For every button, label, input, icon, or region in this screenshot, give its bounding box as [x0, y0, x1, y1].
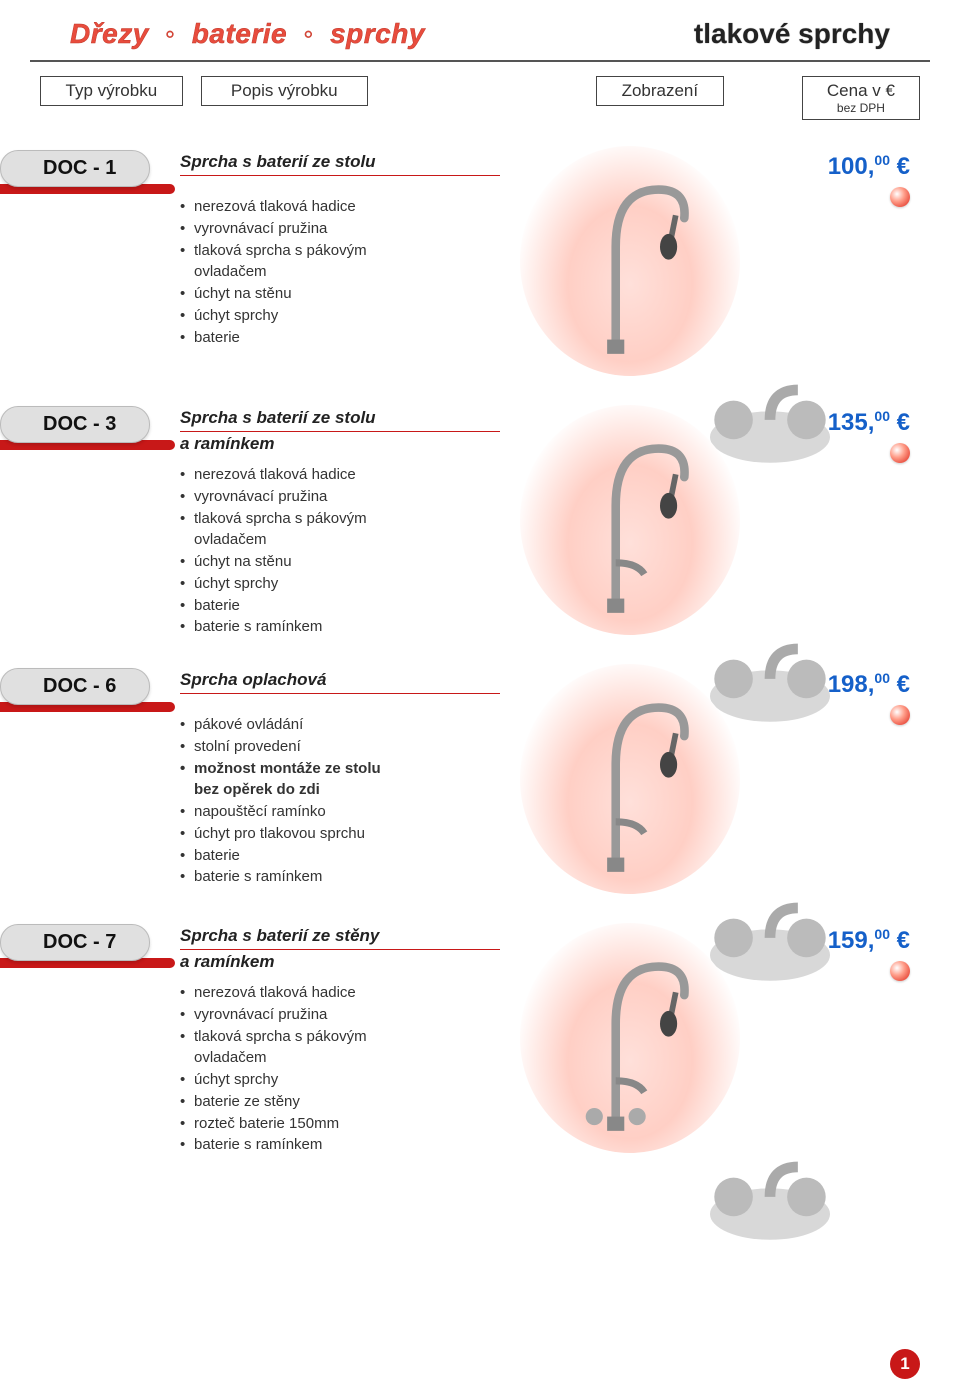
product-row: DOC - 6 Sprcha oplachová pákové ovládání…	[0, 648, 960, 904]
product-code-badge: DOC - 6	[0, 668, 150, 705]
feature-item: úchyt pro tlakovou sprchu	[180, 823, 500, 845]
feature-item: úchyt na stěnu	[180, 283, 500, 305]
products-list: DOC - 1 Sprcha s baterií ze stolu nerezo…	[0, 130, 960, 1166]
product-title: Sprcha s baterií ze stolu	[180, 152, 500, 176]
feature-list: nerezová tlaková hadicevyrovnávací pruži…	[180, 196, 500, 348]
product-subtitle: a ramínkem	[180, 434, 500, 454]
product-title: Sprcha s baterií ze stěny	[180, 926, 500, 950]
product-description: Sprcha s baterií ze stolu nerezová tlako…	[180, 146, 500, 376]
product-image-col	[500, 920, 760, 1156]
product-price: 159,00 €	[828, 926, 910, 955]
product-illustration-icon	[555, 679, 705, 879]
product-badge-wrap: DOC - 1	[0, 146, 180, 376]
feature-item-continuation: ovladačem	[180, 261, 500, 283]
feature-list: nerezová tlaková hadicevyrovnávací pruži…	[180, 982, 500, 1156]
feature-item: vyrovnávací pružina	[180, 486, 500, 508]
header-word-2: baterie	[192, 18, 287, 49]
header-dot: ◦	[165, 18, 175, 49]
product-illustration-icon	[555, 161, 705, 361]
feature-list: nerezová tlaková hadicevyrovnávací pruži…	[180, 464, 500, 638]
product-price-col: 135,00 €	[760, 402, 920, 638]
header-word-1: Dřezy	[70, 18, 149, 49]
feature-item: úchyt sprchy	[180, 573, 500, 595]
page-number: 1	[890, 1349, 920, 1379]
product-description: Sprcha oplachová pákové ovládánístolní p…	[180, 664, 500, 894]
col-price-sub: bez DPH	[817, 101, 905, 115]
feature-item: pákové ovládání	[180, 714, 500, 736]
product-price: 198,00 €	[828, 670, 910, 699]
product-price-col: 100,00 €	[760, 146, 920, 376]
feature-item: nerezová tlaková hadice	[180, 464, 500, 486]
price-orb-icon	[890, 187, 910, 207]
header-left: Dřezy ◦ baterie ◦ sprchy	[70, 18, 425, 50]
feature-item: úchyt sprchy	[180, 305, 500, 327]
product-description: Sprcha s baterií ze stolu a ramínkem ner…	[180, 402, 500, 638]
feature-item: baterie s ramínkem	[180, 866, 500, 888]
feature-item: úchyt na stěnu	[180, 551, 500, 573]
feature-item: baterie s ramínkem	[180, 1134, 500, 1156]
product-badge-wrap: DOC - 3	[0, 402, 180, 638]
feature-item: baterie ze stěny	[180, 1091, 500, 1113]
product-badge-wrap: DOC - 7	[0, 920, 180, 1156]
product-row: DOC - 1 Sprcha s baterií ze stolu nerezo…	[0, 130, 960, 386]
product-subtitle: a ramínkem	[180, 952, 500, 972]
product-code-badge: DOC - 7	[0, 924, 150, 961]
col-price-label: Cena v € bez DPH	[802, 76, 920, 120]
feature-item: tlaková sprcha s pákovým	[180, 508, 500, 530]
feature-item: napouštěcí ramínko	[180, 801, 500, 823]
product-illustration-icon	[555, 938, 705, 1138]
feature-item: vyrovnávací pružina	[180, 1004, 500, 1026]
feature-item: stolní provedení	[180, 736, 500, 758]
col-desc-label: Popis výrobku	[201, 76, 368, 106]
product-code-badge: DOC - 3	[0, 406, 150, 443]
price-orb-icon	[890, 443, 910, 463]
feature-item: tlaková sprcha s pákovým	[180, 1026, 500, 1048]
product-image	[520, 146, 740, 376]
product-description: Sprcha s baterií ze stěny a ramínkem ner…	[180, 920, 500, 1156]
feature-item-continuation: bez opěrek do zdi	[180, 779, 500, 801]
page-header: Dřezy ◦ baterie ◦ sprchy tlakové sprchy	[30, 0, 930, 62]
product-image	[520, 405, 740, 635]
feature-item: baterie	[180, 845, 500, 867]
price-orb-icon	[890, 705, 910, 725]
product-image-col	[500, 146, 760, 376]
product-illustration-icon	[555, 420, 705, 620]
col-price-text: Cena v €	[827, 81, 895, 100]
product-row: DOC - 7 Sprcha s baterií ze stěny a ramí…	[0, 904, 960, 1166]
feature-item: nerezová tlaková hadice	[180, 196, 500, 218]
product-price-col: 198,00 €	[760, 664, 920, 894]
feature-item: rozteč baterie 150mm	[180, 1113, 500, 1135]
feature-list: pákové ovládánístolní provedenímožnost m…	[180, 714, 500, 888]
feature-item: tlaková sprcha s pákovým	[180, 240, 500, 262]
product-price-col: 159,00 €	[760, 920, 920, 1156]
product-title: Sprcha s baterií ze stolu	[180, 408, 500, 432]
product-image-col	[500, 402, 760, 638]
col-type-label: Typ výrobku	[40, 76, 183, 106]
header-dot: ◦	[303, 18, 313, 49]
column-headers: Typ výrobku Popis výrobku Zobrazení Cena…	[0, 62, 960, 130]
feature-item: baterie	[180, 595, 500, 617]
feature-item-continuation: ovladačem	[180, 529, 500, 551]
product-image	[520, 923, 740, 1153]
product-title: Sprcha oplachová	[180, 670, 500, 694]
header-right: tlakové sprchy	[694, 18, 890, 50]
product-code-badge: DOC - 1	[0, 150, 150, 187]
product-badge-wrap: DOC - 6	[0, 664, 180, 894]
col-image-label: Zobrazení	[596, 76, 724, 106]
product-price: 100,00 €	[828, 152, 910, 181]
feature-item: vyrovnávací pružina	[180, 218, 500, 240]
product-price: 135,00 €	[828, 408, 910, 437]
product-image	[520, 664, 740, 894]
header-word-3: sprchy	[330, 18, 425, 49]
product-image-col	[500, 664, 760, 894]
feature-item: baterie s ramínkem	[180, 616, 500, 638]
feature-item: nerezová tlaková hadice	[180, 982, 500, 1004]
feature-item: úchyt sprchy	[180, 1069, 500, 1091]
product-row: DOC - 3 Sprcha s baterií ze stolu a ramí…	[0, 386, 960, 648]
feature-item: možnost montáže ze stolu	[180, 758, 500, 780]
feature-item-continuation: ovladačem	[180, 1047, 500, 1069]
price-orb-icon	[890, 961, 910, 981]
feature-item: baterie	[180, 327, 500, 349]
